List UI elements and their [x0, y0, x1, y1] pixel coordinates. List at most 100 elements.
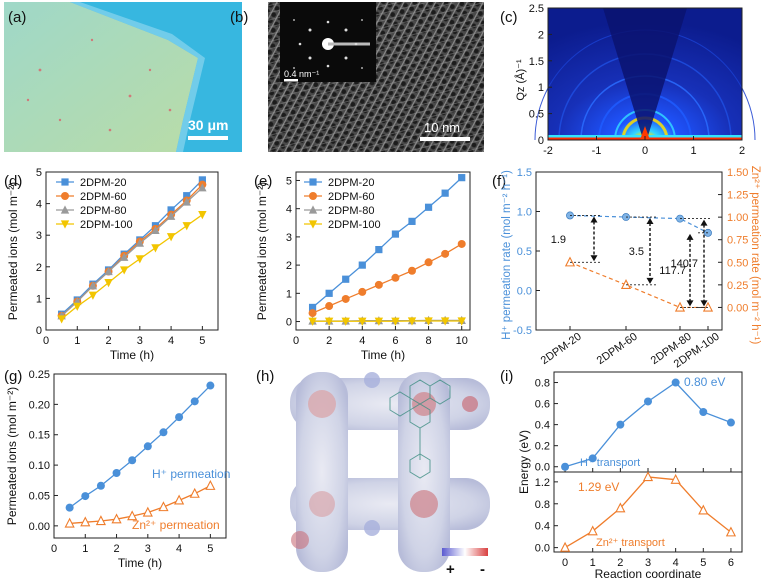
panel-label-f: (f) [492, 173, 506, 190]
y-tick-label: 0.0 [535, 462, 550, 474]
data-point [166, 211, 176, 220]
y-tick-label: 1.5 [529, 56, 544, 68]
selectivity-annotation: 3.5 [629, 246, 644, 258]
arrow-head [686, 300, 694, 307]
y-tick-label: 5 [36, 167, 42, 179]
data-point [440, 317, 450, 326]
panel-g: (g) 0 1 2 3 4 5 0.00 0.05 0.10 0.15 0.20 0.25 H⁺ per… [4, 368, 230, 570]
chart-f: -0.5 0.0 0.5 1.0 1.5 0.00 0.25 0.50 0.75 1.00 1.25… [501, 166, 761, 371]
axis-label: Permeated ions (mol m⁻²) [5, 387, 19, 525]
data-point [198, 176, 206, 184]
data-point [374, 280, 383, 289]
axis-label: Permeated ions (mol m⁻²) [255, 182, 269, 320]
legend-label: 2DPM-60 [328, 191, 374, 203]
data-point [408, 266, 416, 275]
y-tick-label: 5 [286, 175, 292, 187]
data-point [407, 317, 417, 326]
legend-marker [308, 220, 318, 229]
data-point [73, 302, 82, 311]
data-point [358, 317, 367, 326]
data-point [698, 504, 709, 515]
data-point [88, 291, 98, 300]
axis-label: Time (h) [118, 556, 162, 570]
particle [38, 68, 42, 72]
y-tick-label: 0.5 [517, 246, 532, 258]
data-point [135, 238, 145, 247]
y-tick-label: 1.50 [727, 167, 748, 179]
data-point [104, 279, 113, 288]
y-tick-label: 1.2 [535, 477, 550, 489]
x-tick-label: 2 [105, 335, 111, 347]
x-tick-label: 10 [456, 335, 468, 347]
chart-e: 0 2 4 6 8 10 0 1 2 3 4 5 2DPM-20 2DPM-60 2DPM-80 2DPM-1… [255, 171, 471, 362]
plot-frame [295, 171, 471, 331]
particle [26, 98, 30, 102]
data-point [674, 301, 686, 312]
scale-bar [420, 137, 470, 141]
data-point [151, 225, 160, 235]
data-point [441, 189, 449, 197]
data-point [127, 510, 138, 521]
data-point [374, 317, 384, 326]
data-point [95, 515, 107, 526]
y-tick-label: 0.50 [727, 257, 748, 269]
x-tick-label: 1 [690, 145, 696, 157]
x-tick-label: 6 [728, 557, 734, 569]
data-point [615, 502, 626, 513]
data-point [341, 317, 350, 326]
series-line [61, 214, 203, 320]
data-point [96, 481, 105, 490]
y-tick-label: 0.15 [29, 430, 50, 442]
y-tick-label: 2 [538, 29, 544, 41]
y-tick-label: 2.5 [529, 3, 544, 15]
y-tick-label: 0.75 [727, 235, 748, 247]
esp-colorbar [442, 548, 488, 556]
data-point [119, 252, 129, 261]
axis-label: Zn²⁺ permeation rate (mol m⁻² h⁻¹) [749, 166, 761, 345]
data-point [198, 211, 207, 220]
x-tick-label: 8 [426, 335, 432, 347]
x-tick-label: 4 [176, 543, 182, 555]
data-point [143, 442, 152, 451]
data-point [135, 255, 145, 264]
data-point [158, 501, 169, 512]
x-tick-label: 4 [673, 557, 679, 569]
selectivity-annotation: 1.9 [551, 234, 566, 246]
data-point [458, 174, 466, 182]
scale-bar [188, 136, 228, 140]
y-tick-label: 2 [36, 262, 42, 274]
chart-g: 0 1 2 3 4 5 0.00 0.05 0.10 0.15 0.20 0.25 H⁺ permeat… [5, 369, 230, 570]
data-point [182, 222, 191, 231]
series-line [61, 179, 203, 315]
particle [58, 118, 62, 122]
x-tick-label: 2DPM-20 [539, 331, 584, 367]
series-line [61, 187, 203, 317]
data-point [80, 516, 91, 527]
data-point [375, 245, 383, 254]
film-edge [4, 2, 205, 152]
data-point [308, 303, 317, 312]
data-point [324, 317, 334, 326]
legend-marker [61, 178, 69, 186]
data-point [206, 381, 215, 390]
panel-label-h: (h) [256, 368, 274, 385]
data-point [671, 378, 680, 387]
data-point [358, 261, 366, 269]
data-point [358, 287, 367, 296]
particle [90, 38, 94, 42]
y-tick-label: 0.20 [29, 399, 50, 411]
legend-label: 2DPM-20 [328, 177, 374, 189]
esp-framework [290, 372, 490, 572]
data-point [112, 469, 121, 478]
data-point [325, 302, 334, 311]
legend-marker [60, 205, 70, 214]
data-point [441, 249, 450, 258]
peak-label: 0.80 eV [684, 375, 725, 389]
y-tick-label: 0.0 [517, 286, 532, 298]
panel-label-c: (c) [500, 9, 518, 26]
colorbar-minus: - [480, 561, 485, 578]
y-tick-label: 0 [538, 135, 544, 147]
data-point [726, 418, 735, 427]
x-tick-label: 1 [82, 543, 88, 555]
